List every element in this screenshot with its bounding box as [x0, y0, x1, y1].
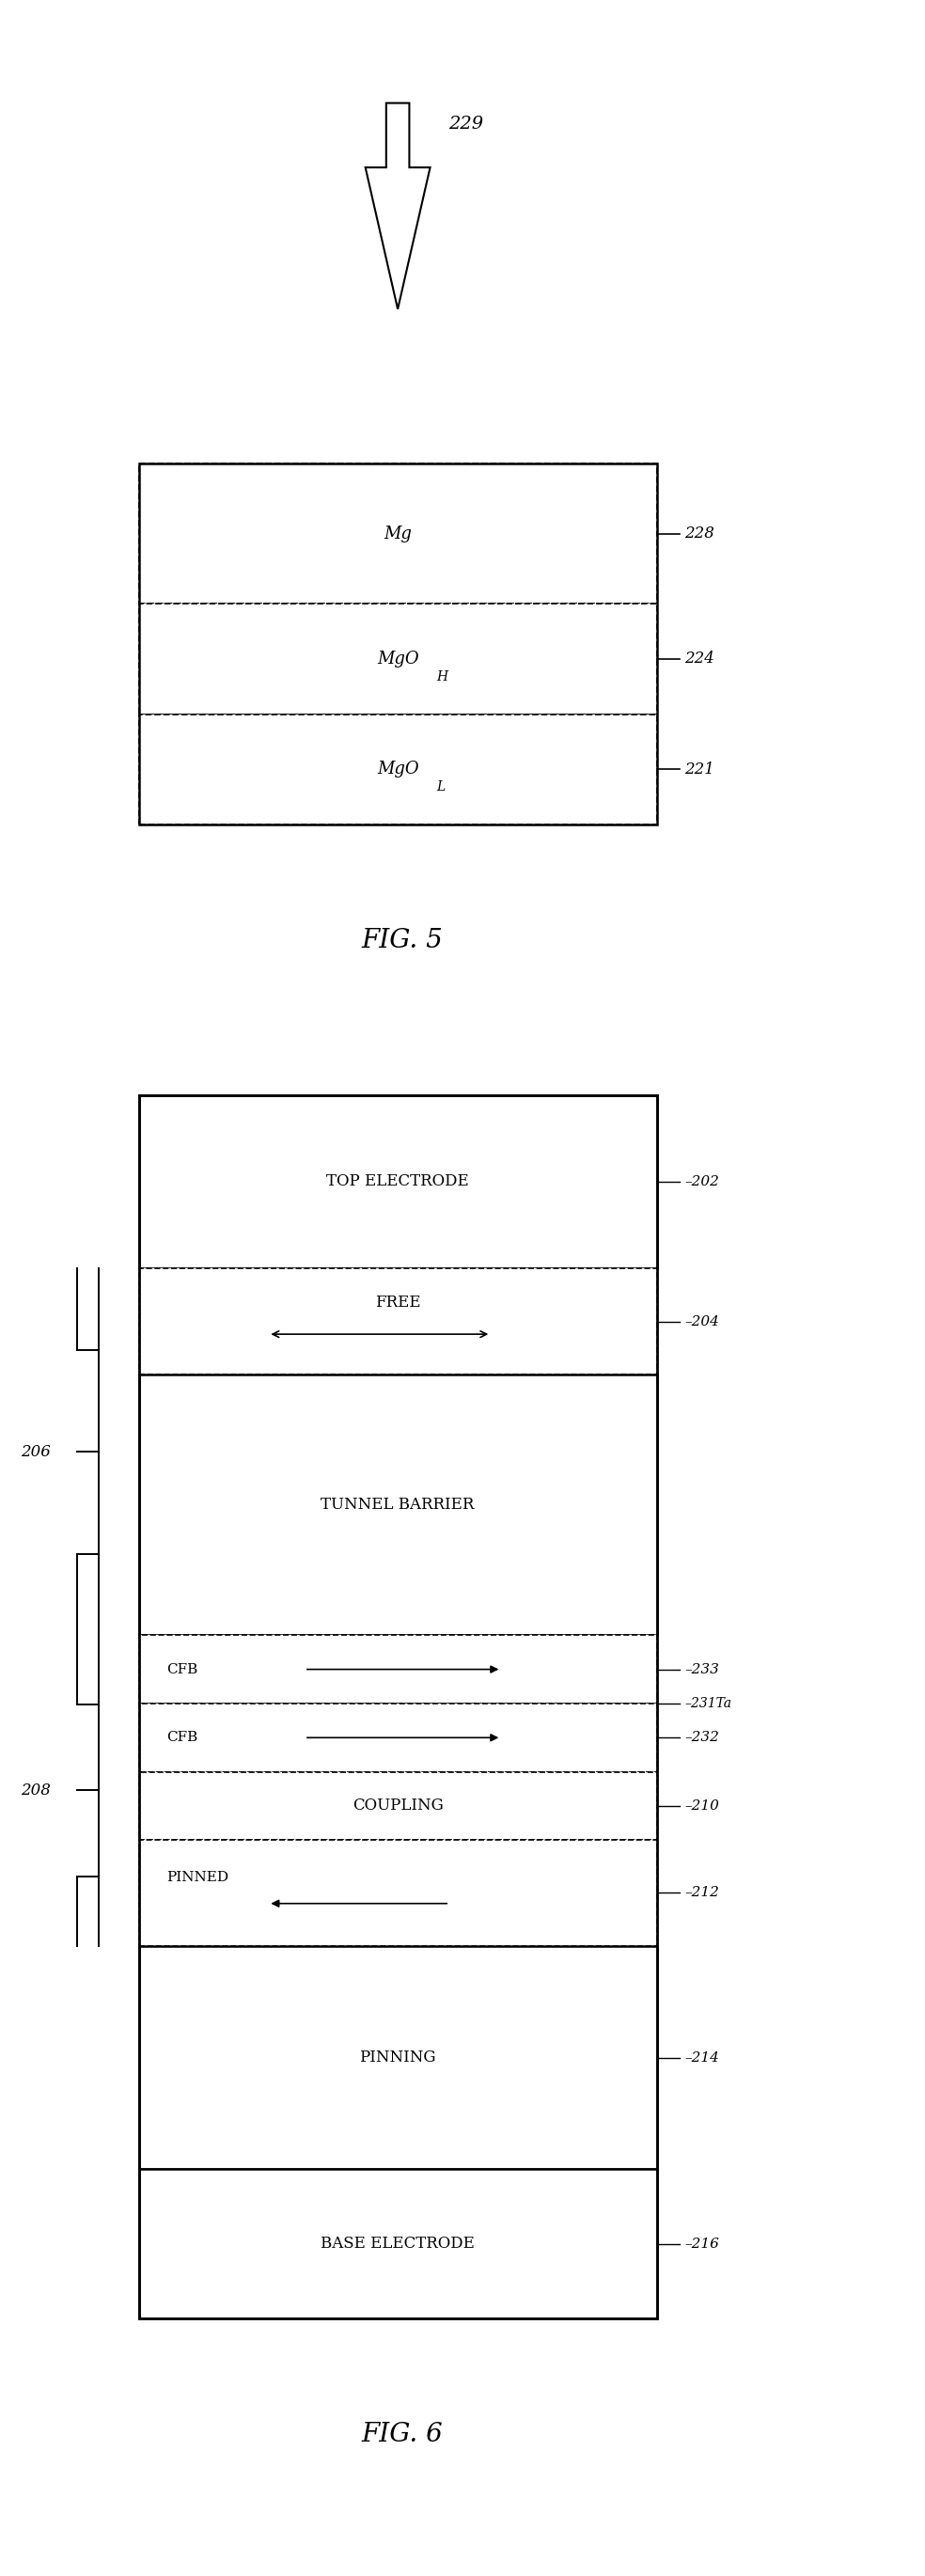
Text: –233: –233 [684, 1662, 719, 1677]
Bar [139, 464, 657, 603]
Text: Mg: Mg [384, 526, 412, 544]
Text: 228: 228 [684, 526, 714, 541]
Bar [139, 714, 657, 824]
Text: H: H [437, 670, 448, 683]
Text: FIG. 6: FIG. 6 [362, 2421, 443, 2447]
Bar [139, 1095, 657, 2318]
Text: –202: –202 [684, 1175, 719, 1188]
FancyArrow shape [365, 103, 430, 309]
Text: –216: –216 [684, 2239, 719, 2251]
Text: L: L [437, 781, 445, 793]
Text: CFB: CFB [166, 1662, 198, 1677]
Text: 206: 206 [21, 1445, 51, 1461]
Bar [139, 1839, 657, 1945]
Text: BASE ELECTRODE: BASE ELECTRODE [321, 2236, 475, 2251]
Text: MgO: MgO [376, 760, 419, 778]
Bar [139, 464, 657, 824]
Bar [139, 1095, 657, 1270]
Text: –231Ta: –231Ta [684, 1698, 732, 1710]
Text: 208: 208 [21, 1783, 51, 1798]
Text: TOP ELECTRODE: TOP ELECTRODE [327, 1175, 469, 1190]
Text: COUPLING: COUPLING [352, 1798, 443, 1814]
Text: –214: –214 [684, 2050, 719, 2063]
Text: PINNED: PINNED [166, 1870, 228, 1883]
Bar [139, 1703, 657, 1772]
Text: TUNNEL BARRIER: TUNNEL BARRIER [321, 1497, 475, 1512]
Bar [139, 1945, 657, 2169]
Text: 229: 229 [449, 116, 484, 134]
Bar [139, 1772, 657, 1839]
Text: –210: –210 [684, 1801, 719, 1814]
Text: FREE: FREE [375, 1296, 421, 1311]
Text: –212: –212 [684, 1886, 719, 1899]
Text: 224: 224 [684, 652, 714, 667]
Text: PINNING: PINNING [360, 2050, 436, 2066]
Text: 221: 221 [684, 762, 714, 778]
Bar [139, 603, 657, 714]
Text: CFB: CFB [166, 1731, 198, 1744]
Bar [139, 1376, 657, 1636]
Bar [139, 1636, 657, 1703]
Text: –204: –204 [684, 1314, 719, 1329]
Bar [139, 1270, 657, 1376]
Text: FIG. 5: FIG. 5 [362, 927, 443, 953]
Text: –232: –232 [684, 1731, 719, 1744]
Text: MgO: MgO [376, 652, 419, 667]
Bar [139, 2169, 657, 2318]
